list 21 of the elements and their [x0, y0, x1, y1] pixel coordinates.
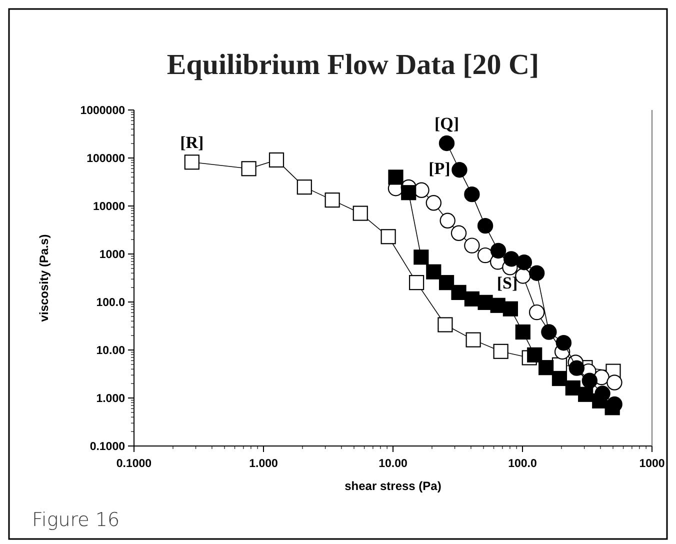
x-tick-label: 100.0 — [508, 458, 537, 470]
y-tick-label: 100000 — [86, 153, 125, 165]
y-tick-label: 100.0 — [96, 297, 125, 309]
y-tick-label: 0.1000 — [90, 441, 125, 453]
series-label: [P] — [428, 159, 450, 178]
y-axis-title: viscosity (Pa.s) — [37, 234, 51, 322]
y-tick-label: 1.000 — [96, 393, 125, 405]
x-tick-label: 1000 — [639, 458, 665, 470]
chart-title: Equilibrium Flow Data [20 C] — [166, 49, 540, 81]
x-tick-label: 0.1000 — [116, 458, 152, 470]
series-label: [R] — [180, 133, 204, 152]
series-label: [Q] — [434, 114, 460, 134]
x-tick-label: 1.000 — [249, 458, 278, 470]
series-label: [S] — [496, 273, 518, 292]
y-tick-label: 10000 — [93, 201, 125, 213]
x-axis-title: shear stress (Pa) — [344, 479, 442, 493]
y-tick-label: 10.00 — [96, 345, 125, 357]
y-tick-label: 1000 — [99, 249, 125, 261]
x-tick-label: 10.00 — [378, 458, 408, 470]
caption: Figure 16 — [32, 509, 120, 531]
y-tick-label: 1000000 — [80, 105, 125, 117]
